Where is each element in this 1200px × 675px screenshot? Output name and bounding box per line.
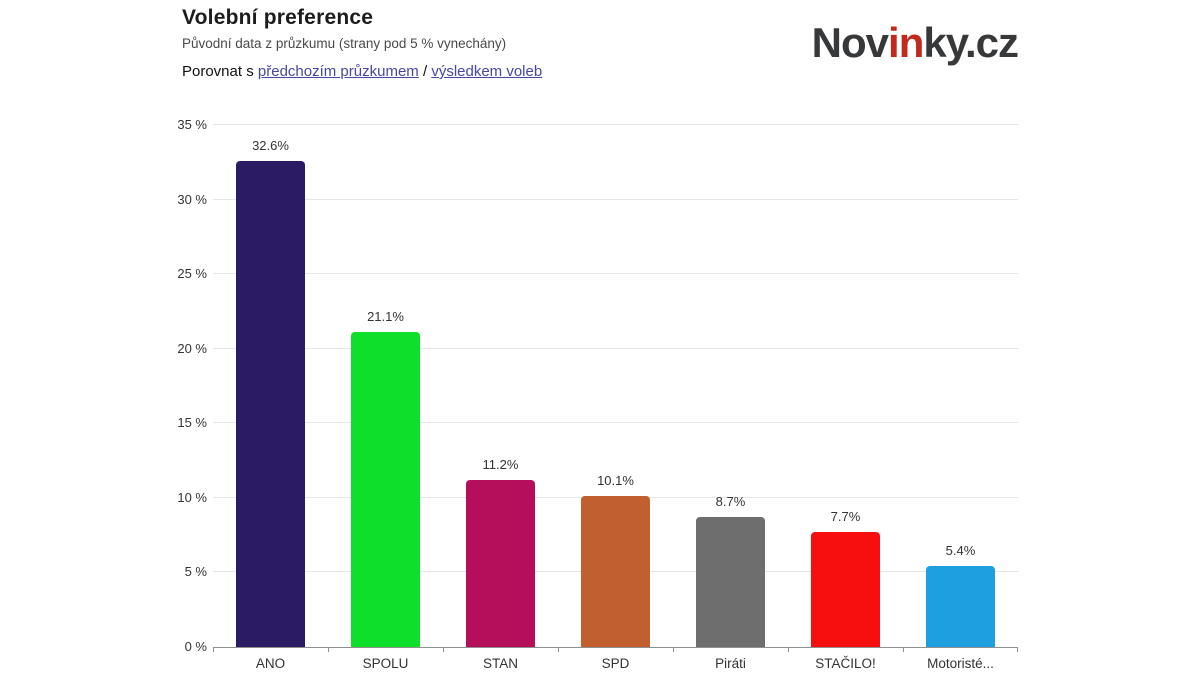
bar-value-label: 8.7% xyxy=(715,494,746,510)
x-axis-label: STAČILO! xyxy=(815,656,876,671)
x-axis-label: STAN xyxy=(482,656,518,671)
x-axis-label: Motoristé... xyxy=(927,656,994,671)
gridline xyxy=(213,347,1018,349)
gridline xyxy=(213,198,1018,200)
bar-column-Motoristé...: 5.4% Motoristé... xyxy=(903,125,1018,671)
bar-Motoristé...[interactable] xyxy=(926,566,995,647)
axis-tick xyxy=(673,647,674,652)
bar-value-label: 11.2% xyxy=(482,456,519,472)
logo-text-red: in xyxy=(888,19,924,66)
gridline xyxy=(213,273,1018,275)
plot-area: 32.6% ANO 21.1% SPOLU 11.2% STAN 10.1% SPD 8.7% P… xyxy=(213,124,1018,671)
bar-SPD[interactable] xyxy=(581,496,650,647)
bar-STAČILO![interactable] xyxy=(811,532,880,647)
compare-row: Porovnat s předchozím průzkumem / výsled… xyxy=(182,63,542,80)
axis-tick xyxy=(788,647,789,652)
bar-column-ANO: 32.6% ANO xyxy=(213,125,328,671)
bar-column-Piráti: 8.7% Piráti xyxy=(673,125,788,671)
bar-column-STAN: 11.2% STAN xyxy=(443,125,558,671)
bar-value-label: 10.1% xyxy=(597,473,634,489)
axis-tick xyxy=(1017,647,1018,652)
bar-column-STAČILO!: 7.7% STAČILO! xyxy=(788,125,903,671)
y-axis-label: 25 % xyxy=(177,266,207,282)
bar-column-SPOLU: 21.1% SPOLU xyxy=(328,125,443,671)
compare-previous-survey-link[interactable]: předchozím průzkumem xyxy=(257,63,419,80)
compare-prefix: Porovnat s xyxy=(182,63,254,80)
y-axis-label: 0 % xyxy=(184,639,207,654)
axis-tick xyxy=(328,647,329,652)
x-axis-label: SPD xyxy=(601,656,630,671)
compare-election-result-link[interactable]: výsledkem voleb xyxy=(431,63,543,80)
bar-value-label: 21.1% xyxy=(367,309,404,325)
bar-STAN[interactable] xyxy=(466,479,535,647)
y-axis: 0 % 5 % 10 % 15 % 20 % 25 % 30 % 35 % xyxy=(0,117,207,654)
novinky-logo[interactable]: Novinky.cz xyxy=(811,19,1019,66)
bar-column-SPD: 10.1% SPD xyxy=(558,125,673,671)
axis-tick xyxy=(558,647,559,652)
axis-tick xyxy=(213,647,214,652)
logo-text-dark-1: Nov xyxy=(811,19,889,66)
y-axis-label: 35 % xyxy=(177,117,207,132)
bar-SPOLU[interactable] xyxy=(351,332,420,647)
gridline xyxy=(213,124,1018,125)
page-title: Volební preference xyxy=(182,6,374,29)
x-axis-label: Piráti xyxy=(715,656,746,671)
y-axis-label: 15 % xyxy=(177,415,207,431)
bar-ANO[interactable] xyxy=(236,160,305,647)
gridline xyxy=(213,422,1018,424)
y-axis-label: 20 % xyxy=(177,340,207,356)
axis-tick xyxy=(903,647,904,652)
bar-value-label: 32.6% xyxy=(252,137,289,153)
x-axis-label: SPOLU xyxy=(362,656,409,671)
logo-text-dark-2: ky.cz xyxy=(923,19,1019,66)
y-axis-label: 5 % xyxy=(184,564,207,580)
bar-Piráti[interactable] xyxy=(696,517,765,647)
bar-value-label: 7.7% xyxy=(830,509,861,525)
compare-separator: / xyxy=(422,63,428,80)
axis-tick xyxy=(443,647,444,652)
bar-value-label: 5.4% xyxy=(945,543,976,559)
y-axis-label: 30 % xyxy=(177,191,207,207)
x-axis-label: ANO xyxy=(255,656,286,671)
chart-subtitle: Původní data z průzkumu (strany pod 5 % … xyxy=(182,36,507,51)
y-axis-label: 10 % xyxy=(177,489,207,505)
